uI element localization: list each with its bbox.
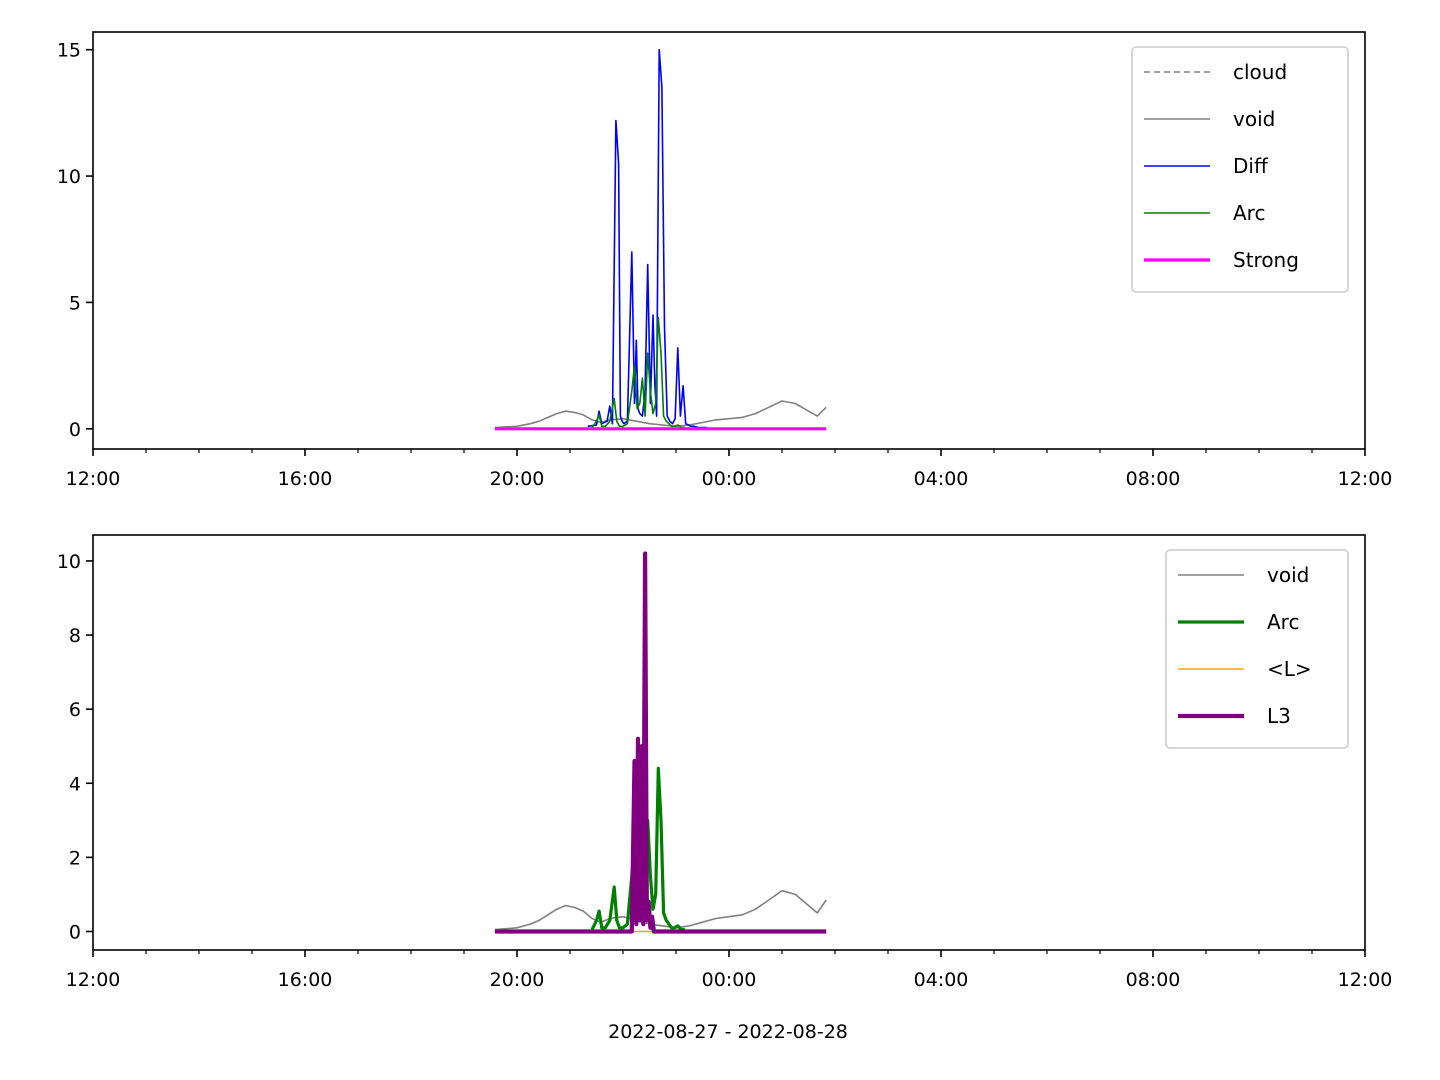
x-tick-label: 16:00 [278,969,333,991]
x-tick-label: 04:00 [914,468,969,490]
legend-label: Arc [1267,610,1299,634]
legend-label: Arc [1233,201,1265,225]
x-tick-label: 20:00 [490,468,545,490]
y-tick-label: 4 [69,773,81,795]
plot-area [494,48,827,431]
legend-label: Diff [1233,154,1269,178]
plot-area [494,551,827,934]
legend-box [1131,46,1349,293]
series-line-void [494,400,827,429]
legend-label: cloud [1233,60,1287,84]
y-tick-label: 6 [69,699,81,721]
legend-label: <L> [1267,657,1312,681]
x-tick-label: 08:00 [1126,468,1181,490]
x-tick-label: 00:00 [702,468,757,490]
legend: void Arc <L> L3 [1165,549,1349,749]
y-tick-label: 0 [69,921,81,943]
y-tick-label: 10 [57,551,81,573]
legend-label: Strong [1233,248,1299,272]
series-line-l3 [494,551,827,934]
legend-label: void [1267,563,1309,587]
x-tick-label: 00:00 [702,969,757,991]
x-tick-label: 20:00 [490,969,545,991]
x-tick-label: 16:00 [278,468,333,490]
y-tick-label: 5 [69,292,81,314]
top-chart-panel: 12:00 16:00 20:00 00:00 04:00 08:00 12:00 0 5 10 1… [57,31,1393,490]
series-line-diff [587,48,707,429]
y-tick-label: 2 [69,847,81,869]
y-tick-label: 0 [69,419,81,441]
legend-box [1165,549,1349,749]
y-tick-label: 10 [57,166,81,188]
y-tick-label: 8 [69,625,81,647]
series-line-arc [591,316,685,429]
x-axis-label: 2022-08-27 - 2022-08-28 [608,1021,848,1043]
x-tick-label: 12:00 [66,468,121,490]
legend-label: void [1233,107,1275,131]
legend: cloud void Diff Arc Strong [1131,46,1349,293]
legend-label: L3 [1267,704,1291,728]
y-tick-label: 15 [57,40,81,62]
x-tick-label: 12:00 [1338,969,1393,991]
x-tick-label: 08:00 [1126,969,1181,991]
x-tick-label: 12:00 [1338,468,1393,490]
x-tick-label: 04:00 [914,969,969,991]
bottom-chart-panel: 12:00 16:00 20:00 00:00 04:00 08:00 12:00 0 2 4 6 8… [57,534,1393,991]
x-tick-label: 12:00 [66,969,121,991]
